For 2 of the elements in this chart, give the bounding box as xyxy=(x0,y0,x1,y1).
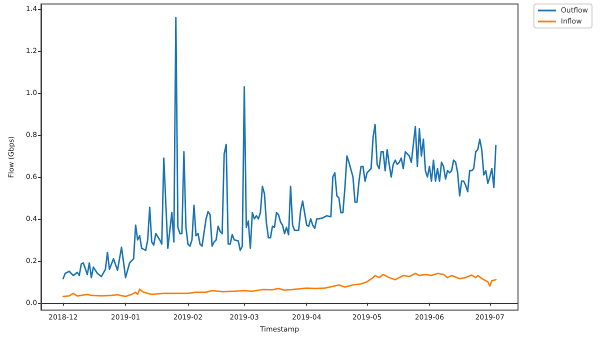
line-series xyxy=(62,272,497,298)
line-series xyxy=(62,16,497,280)
